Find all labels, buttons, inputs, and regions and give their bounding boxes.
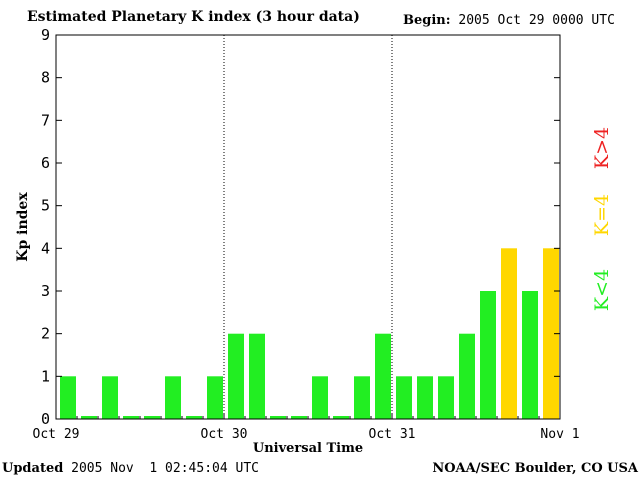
kp-bar [417,376,433,419]
kp-bar [291,416,307,419]
kp-bar [228,333,244,419]
kp-bar [459,333,475,419]
legend-item: K=4 [591,194,613,236]
updated-info: Updated 2005 Nov 1 02:45:04 UTC [2,461,259,476]
y-tick-label: 8 [41,69,50,87]
x-axis-label: Universal Time [253,441,363,456]
y-tick-label: 6 [41,154,50,172]
day-dividers [223,35,393,419]
kp-bar [144,416,160,419]
begin-value: 2005 Oct 29 0000 UTC [458,13,615,28]
kp-bar [312,376,328,419]
legend-item: K<4 [591,269,613,311]
kp-bar [186,416,202,419]
y-tick-label: 5 [41,197,50,215]
kp-bar [438,376,454,419]
begin-label: Begin: [403,13,451,28]
kp-bar [354,376,370,419]
kp-bar [165,376,181,419]
x-axis-ticks: Oct 29 Oct 30 Oct 31 Nov 1 [33,413,580,442]
x-tick-label: Oct 31 [369,427,416,442]
kp-bar [102,376,118,419]
kp-bar [501,248,517,419]
y-axis-label: Kp index [15,192,31,262]
kp-bar [480,291,496,419]
bar-group [60,248,559,419]
x-tick-label: Nov 1 [540,427,579,442]
updated-label: Updated [2,461,64,476]
kp-bar [333,416,349,419]
x-tick-label: Oct 29 [33,427,80,442]
kp-bar [207,376,223,419]
legend-item: K>4 [591,127,613,169]
y-tick-label: 3 [41,282,50,300]
chart-title: Estimated Planetary K index (3 hour data… [27,9,360,25]
kp-bar [270,416,286,419]
y-tick-label: 1 [41,367,50,385]
legend: K<4 K=4 K>4 [591,127,613,311]
begin-info: Begin: 2005 Oct 29 0000 UTC [403,13,615,28]
y-tick-label: 0 [41,410,50,428]
kp-bar [123,416,139,419]
kp-bar [81,416,97,419]
y-tick-label: 7 [41,111,50,129]
y-tick-label: 4 [41,239,50,257]
updated-value: 2005 Nov 1 02:45:04 UTC [71,461,259,476]
kp-bar [396,376,412,419]
x-tick-label: Oct 30 [201,427,248,442]
kp-bar [60,376,76,419]
y-axis-ticks: 0 1 2 3 4 5 6 7 8 9 [41,26,560,428]
credit-text: NOAA/SEC Boulder, CO USA [432,461,638,476]
kp-bar [522,291,538,419]
kp-bar [375,333,391,419]
kp-bar [249,333,265,419]
y-tick-label: 9 [41,26,50,44]
y-tick-label: 2 [41,325,50,343]
